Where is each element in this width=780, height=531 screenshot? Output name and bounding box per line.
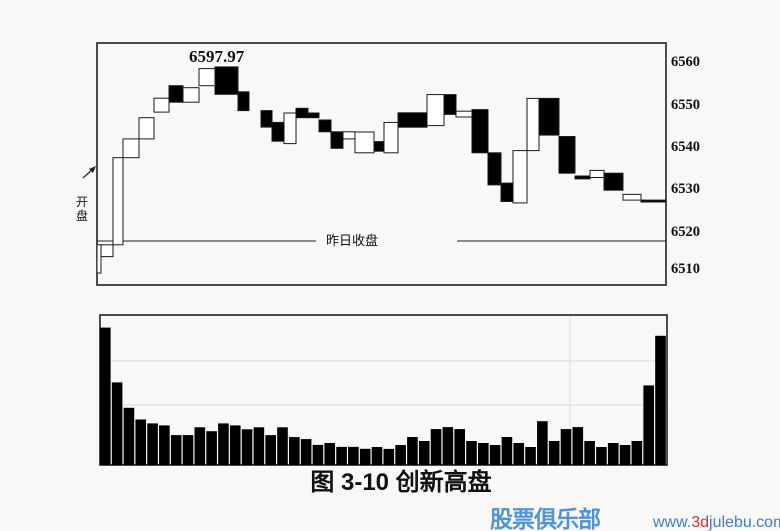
svg-text:6540: 6540 <box>671 139 700 155</box>
svg-text:6520: 6520 <box>671 224 700 240</box>
svg-text:股票俱乐部: 股票俱乐部 <box>490 506 601 531</box>
svg-text:盘: 盘 <box>76 208 88 223</box>
svg-text:6560: 6560 <box>671 54 700 70</box>
svg-text:6530: 6530 <box>671 181 700 197</box>
svg-text:昨日收盘: 昨日收盘 <box>326 233 378 248</box>
svg-text:6550: 6550 <box>671 97 700 113</box>
svg-text:www.3djulebu.com: www.3djulebu.com <box>652 514 780 531</box>
svg-text:开: 开 <box>76 195 88 209</box>
svg-text:图 3-10 创新高盘: 图 3-10 创新高盘 <box>310 468 491 496</box>
svg-text:6597.97: 6597.97 <box>189 47 245 66</box>
svg-text:6510: 6510 <box>671 261 700 277</box>
